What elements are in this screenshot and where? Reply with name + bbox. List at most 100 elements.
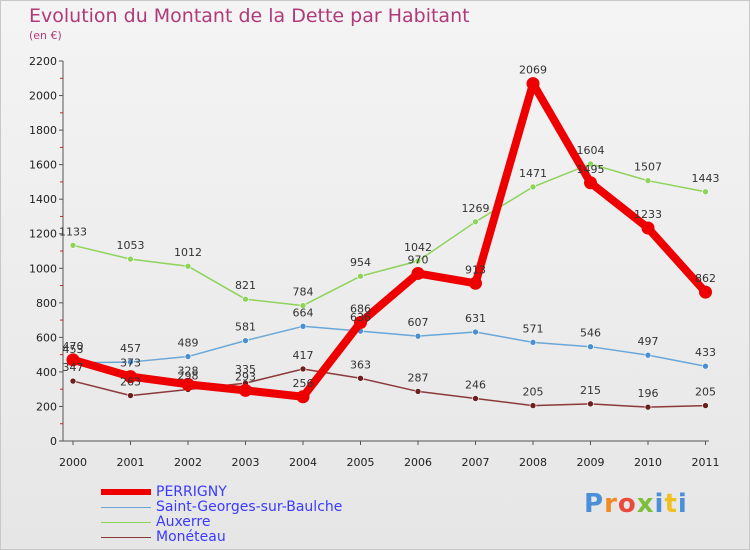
data-point-auxerre — [414, 257, 422, 265]
legend-swatch — [101, 522, 151, 523]
data-point-auxerre — [529, 183, 537, 191]
data-point-perrigny — [354, 316, 367, 330]
data-point-saint-georges-sur-baulche — [127, 358, 134, 366]
data-point-mon-teau — [644, 403, 652, 411]
y-tick-label: 1000 — [29, 262, 57, 275]
data-label-auxerre: 1471 — [519, 167, 547, 180]
data-point-mon-teau — [127, 392, 134, 399]
x-tick-label: 2007 — [462, 456, 490, 469]
data-label-mon-teau: 287 — [408, 371, 429, 384]
data-label-mon-teau: 347 — [63, 361, 84, 374]
legend-item: PERRIGNY — [101, 485, 421, 500]
series-line-saint-georges-sur-baulche — [72, 325, 707, 367]
data-point-mon-teau — [357, 374, 364, 382]
data-point-mon-teau — [69, 377, 77, 385]
x-tick-label: 2010 — [634, 456, 662, 469]
data-point-saint-georges-sur-baulche — [184, 353, 192, 360]
legend-label: PERRIGNY — [156, 484, 227, 500]
data-label-perrigny: 470 — [63, 340, 84, 353]
data-label-perrigny: 862 — [695, 272, 716, 285]
data-point-perrigny — [66, 353, 80, 367]
data-point-saint-georges-sur-baulche — [299, 323, 307, 330]
data-label-mon-teau: 196 — [638, 387, 659, 400]
y-tick-label: 400 — [36, 366, 57, 379]
axes: 0 200 400 600 800 1000 1200 1400 1600 1800 2000 220… — [29, 55, 720, 469]
x-tick-label: 2001 — [117, 456, 145, 469]
y-tick-label: 1200 — [29, 228, 57, 241]
data-point-perrigny — [699, 285, 712, 299]
data-label-perrigny: 686 — [350, 303, 371, 316]
data-label-mon-teau: 246 — [465, 379, 486, 392]
logo-letter: i — [654, 489, 665, 519]
data-label-saint-georges-sur-baulche: 581 — [235, 321, 256, 334]
y-tick-label: 800 — [36, 297, 57, 310]
data-label-saint-georges-sur-baulche: 453 — [63, 343, 84, 356]
data-point-auxerre — [127, 255, 134, 263]
legend-label: Saint-Georges-sur-Baulche — [156, 499, 343, 515]
data-label-saint-georges-sur-baulche: 636 — [350, 311, 371, 324]
data-label-saint-georges-sur-baulche: 457 — [120, 342, 141, 355]
data-label-mon-teau: 298 — [178, 370, 199, 383]
data-point-saint-georges-sur-baulche — [702, 362, 709, 370]
legend-label: Auxerre — [156, 514, 211, 530]
data-point-saint-georges-sur-baulche — [587, 343, 594, 350]
data-label-auxerre: 784 — [293, 286, 314, 299]
data-point-perrigny — [181, 377, 195, 391]
data-label-saint-georges-sur-baulche: 664 — [293, 306, 314, 319]
logo-letter: i — [677, 489, 688, 519]
x-tick-label: 2002 — [174, 456, 202, 469]
data-label-mon-teau: 335 — [235, 363, 256, 376]
data-label-saint-georges-sur-baulche: 571 — [523, 322, 544, 335]
data-point-mon-teau — [472, 395, 479, 402]
y-tick-label: 200 — [36, 400, 57, 413]
data-label-perrigny: 373 — [120, 357, 141, 370]
data-point-perrigny — [296, 390, 310, 404]
y-tick-label: 2200 — [29, 55, 57, 68]
data-point-auxerre — [357, 272, 364, 280]
legend-item: Auxerre — [101, 515, 421, 530]
data-point-auxerre — [69, 242, 77, 249]
data-label-saint-georges-sur-baulche: 433 — [695, 346, 716, 359]
data-point-perrigny — [526, 77, 540, 91]
legend-swatch — [101, 489, 151, 495]
x-tick-label: 2000 — [59, 456, 87, 469]
legend-item: Monéteau — [101, 530, 421, 545]
data-point-auxerre — [702, 188, 709, 196]
data-label-perrigny: 1495 — [577, 163, 605, 176]
legend-item: Saint-Georges-sur-Baulche — [101, 500, 421, 515]
data-label-auxerre: 1507 — [634, 161, 662, 174]
data-label-mon-teau: 363 — [350, 358, 371, 371]
data-point-perrigny — [641, 221, 655, 235]
data-point-perrigny — [239, 383, 252, 397]
x-tick-label: 2009 — [577, 456, 605, 469]
logo-letter: P — [584, 489, 605, 519]
legend-label: Monéteau — [156, 529, 226, 545]
data-labels: 1133 1053 1012 821 784 954 1042 1269 1471 1604 150… — [59, 64, 720, 401]
logo-letter: x — [636, 489, 655, 519]
data-point-perrigny — [411, 266, 425, 280]
legend: PERRIGNY Saint-Georges-sur-Baulche Auxerre… — [101, 485, 421, 545]
data-label-auxerre: 1042 — [404, 241, 432, 254]
series-line-perrigny — [69, 79, 710, 401]
x-tick-label: 2005 — [347, 456, 375, 469]
data-label-saint-georges-sur-baulche: 631 — [465, 312, 486, 325]
data-label-auxerre: 1604 — [577, 144, 605, 157]
data-label-mon-teau: 205 — [695, 386, 716, 399]
logo-letter: o — [617, 489, 637, 519]
legend-swatch — [101, 537, 151, 538]
data-point-auxerre — [587, 160, 594, 168]
x-tick-label: 2006 — [404, 456, 432, 469]
legend-swatch — [101, 507, 151, 508]
data-point-saint-georges-sur-baulche — [644, 351, 652, 359]
chart-title: Evolution du Montant de la Dette par Hab… — [29, 5, 470, 27]
data-point-auxerre — [644, 177, 652, 184]
data-label-auxerre: 1269 — [462, 202, 490, 215]
data-point-auxerre — [472, 218, 479, 226]
data-point-saint-georges-sur-baulche — [472, 328, 479, 336]
data-label-auxerre: 1053 — [117, 239, 145, 252]
data-point-perrigny — [124, 370, 137, 384]
y-tick-label: 600 — [36, 331, 57, 344]
y-tick-label: 1600 — [29, 159, 57, 172]
series-line-mon-teau — [72, 368, 707, 408]
